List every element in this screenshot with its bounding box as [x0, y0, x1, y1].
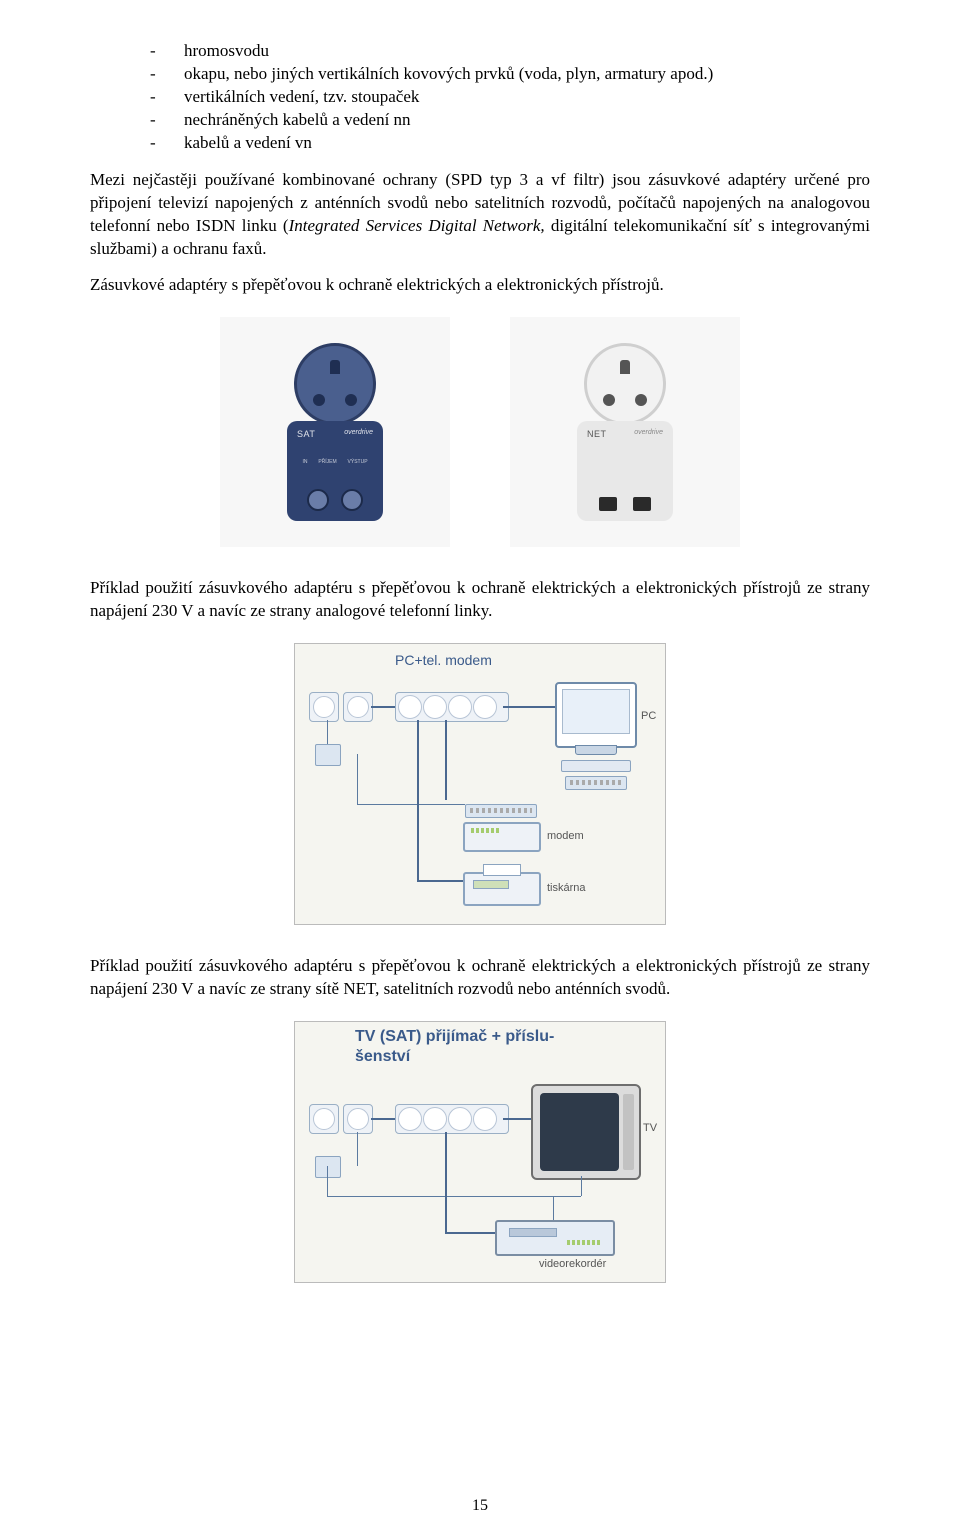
adapter-label-sat: SAT	[297, 429, 315, 439]
vcr-icon	[495, 1220, 615, 1256]
phone-jack-icon	[315, 744, 341, 766]
adapter-sublabel: IN	[302, 459, 307, 465]
adapter-label-overdrive: overdrive	[634, 429, 663, 436]
list-item: kabelů a vedení vn	[150, 132, 870, 155]
adapter-label-overdrive: overdrive	[344, 429, 373, 436]
wall-socket-icon	[309, 1104, 339, 1134]
antenna-jack-icon	[315, 1156, 341, 1178]
text-italic: Integrated Services Digital Network,	[289, 216, 545, 235]
wall-socket-icon	[343, 692, 373, 722]
paragraph-intro: Mezi nejčastěji používané kombinované oc…	[90, 169, 870, 261]
list-item: nechráněných kabelů a vedení nn	[150, 109, 870, 132]
diagram-label-printer: tiskárna	[547, 882, 586, 894]
diagram-title: PC+tel. modem	[395, 652, 492, 668]
paragraph-example-pc: Příklad použití zásuvkového adaptéru s p…	[90, 577, 870, 623]
adapter-sublabel: VÝSTUP	[348, 459, 368, 465]
adapter-blue-figure: SAT overdrive IN PŘÍJEM VÝSTUP	[220, 317, 450, 547]
diagram-pc-modem: PC+tel. modem PC modem tiskárna	[294, 643, 666, 925]
list-item: vertikálních vedení, tzv. stoupaček	[150, 86, 870, 109]
tv-icon	[531, 1084, 641, 1180]
wall-socket-icon	[343, 1104, 373, 1134]
pc-monitor-icon	[555, 682, 637, 748]
pc-base-icon	[565, 776, 627, 790]
adapters-figure-row: SAT overdrive IN PŘÍJEM VÝSTUP	[90, 317, 870, 547]
hub-icon	[465, 804, 537, 818]
diagram-label-pc: PC	[641, 710, 656, 722]
diagram-label-vcr: videorekordér	[539, 1258, 606, 1270]
power-strip-icon	[395, 1104, 509, 1134]
wall-socket-icon	[309, 692, 339, 722]
list-item: hromosvodu	[150, 40, 870, 63]
coax-port-icon	[341, 489, 363, 511]
coax-port-icon	[307, 489, 329, 511]
paragraph-example-tv: Příklad použití zásuvkového adaptéru s p…	[90, 955, 870, 1001]
rj-port-icon	[633, 497, 651, 511]
power-strip-icon	[395, 692, 509, 722]
paragraph-caption-adapters: Zásuvkové adaptéry s přepěťovou k ochran…	[90, 274, 870, 297]
document-page: hromosvodu okapu, nebo jiných vertikální…	[0, 0, 960, 1537]
socket-icon	[584, 343, 666, 425]
list-item: okapu, nebo jiných vertikálních kovových…	[150, 63, 870, 86]
page-number: 15	[0, 1497, 960, 1515]
diagram-tv-sat: TV (SAT) přijímač + příslu- šenství TV v…	[294, 1021, 666, 1283]
diagram-label-modem: modem	[547, 830, 584, 842]
printer-icon	[463, 872, 541, 906]
bullet-list: hromosvodu okapu, nebo jiných vertikální…	[90, 40, 870, 155]
keyboard-icon	[561, 760, 631, 772]
diagram-label-tv: TV	[643, 1122, 657, 1134]
socket-icon	[294, 343, 376, 425]
adapter-label-net: NET	[587, 429, 607, 439]
diagram-title-cont: šenství	[355, 1048, 410, 1066]
adapter-white-figure: NET overdrive	[510, 317, 740, 547]
modem-icon	[463, 822, 541, 852]
adapter-sublabel: PŘÍJEM	[318, 459, 336, 465]
rj-port-icon	[599, 497, 617, 511]
diagram-title: TV (SAT) přijímač + příslu-	[355, 1028, 554, 1046]
